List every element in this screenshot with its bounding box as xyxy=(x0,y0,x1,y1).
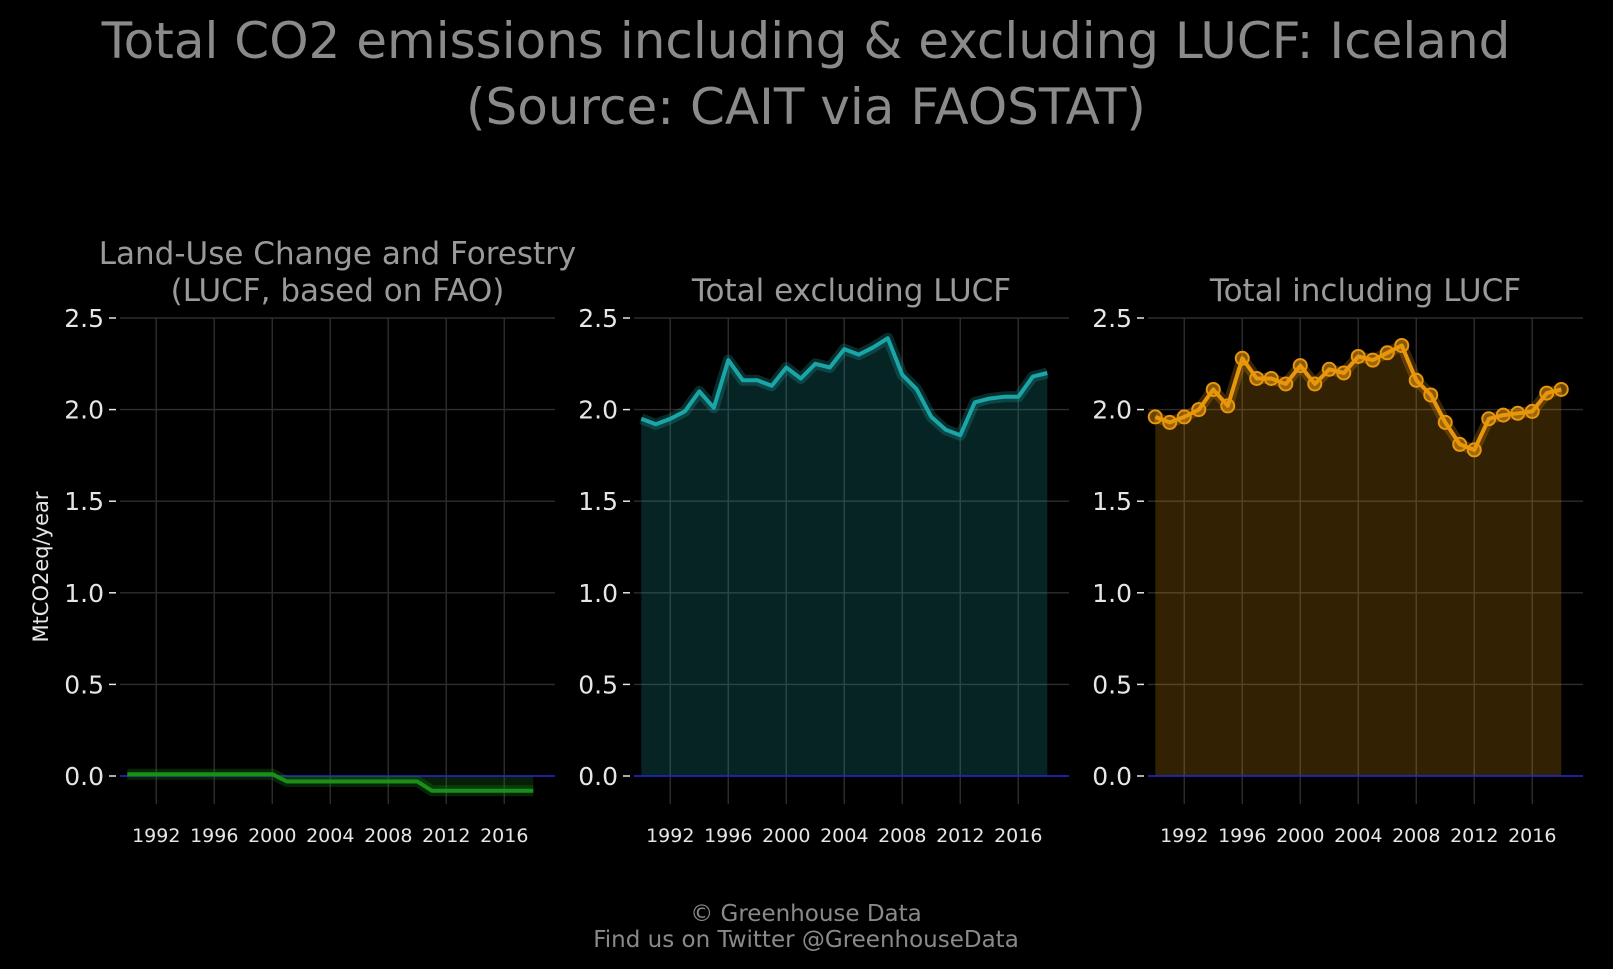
data-point xyxy=(1292,358,1308,374)
credit-line1: © Greenhouse Data xyxy=(690,901,922,927)
x-tick-label: 2012 xyxy=(936,825,984,847)
x-tick-label: 2000 xyxy=(248,825,296,847)
area-fill xyxy=(1155,345,1562,776)
data-point xyxy=(1379,345,1395,361)
data-point xyxy=(1263,370,1279,386)
data-point xyxy=(1234,350,1250,366)
y-tick-label: 0.5 xyxy=(578,670,618,699)
data-point xyxy=(1452,436,1468,452)
figure-title-line1: Total CO2 emissions including & excludin… xyxy=(101,12,1511,70)
x-tick-label: 2016 xyxy=(1508,825,1556,847)
data-point xyxy=(1336,365,1352,381)
credit-line2: Find us on Twitter @GreenhouseData xyxy=(593,927,1019,953)
series-line xyxy=(640,336,1048,438)
data-point xyxy=(1321,361,1337,377)
y-tick-label: 1.5 xyxy=(578,487,618,516)
x-tick-label: 1992 xyxy=(1160,825,1208,847)
y-tick-label: 2.5 xyxy=(578,304,618,333)
x-tick-label: 2004 xyxy=(820,825,868,847)
y-tick-label: 1.5 xyxy=(1092,487,1132,516)
data-point xyxy=(1220,398,1236,414)
x-tick-label: 2016 xyxy=(480,825,528,847)
y-axis-label: MtCO2eq/year xyxy=(29,491,53,642)
y-tick-label: 1.0 xyxy=(1092,579,1132,608)
data-point xyxy=(1307,376,1323,392)
subplot-title: Land-Use Change and Forestry xyxy=(99,236,577,272)
subplot-title: Total excluding LUCF xyxy=(691,273,1011,309)
data-point xyxy=(1481,411,1497,427)
data-point xyxy=(1147,409,1163,425)
data-point xyxy=(1510,405,1526,421)
area-fill xyxy=(641,338,1048,776)
data-point xyxy=(1466,442,1482,458)
panel-lucf: Land-Use Change and Forestry(LUCF, based… xyxy=(64,236,576,847)
x-tick-label: 1992 xyxy=(646,825,694,847)
data-point xyxy=(1553,381,1569,397)
data-point xyxy=(1162,414,1178,430)
y-tick-label: 0.0 xyxy=(578,762,618,791)
y-tick-label: 2.5 xyxy=(64,304,104,333)
y-tick-label: 0.0 xyxy=(1092,762,1132,791)
data-point xyxy=(1408,372,1424,388)
x-tick-label: 2004 xyxy=(1334,825,1382,847)
x-tick-label: 1996 xyxy=(704,825,752,847)
x-tick-label: 2012 xyxy=(422,825,470,847)
data-point xyxy=(1524,403,1540,419)
x-tick-label: 2012 xyxy=(1450,825,1498,847)
data-point xyxy=(1423,387,1439,403)
subplot-title: Total including LUCF xyxy=(1209,273,1521,309)
data-point xyxy=(1249,370,1265,386)
y-tick-label: 2.0 xyxy=(578,396,618,425)
data-point xyxy=(1205,381,1221,397)
x-tick-label: 2008 xyxy=(1392,825,1440,847)
y-tick-label: 0.5 xyxy=(1092,670,1132,699)
y-tick-label: 1.5 xyxy=(64,487,104,516)
x-tick-label: 2000 xyxy=(1276,825,1324,847)
x-tick-label: 2000 xyxy=(762,825,810,847)
data-point xyxy=(1350,348,1366,364)
y-tick-label: 1.0 xyxy=(64,579,104,608)
y-tick-label: 0.0 xyxy=(64,762,104,791)
subplot-title: (LUCF, based on FAO) xyxy=(171,273,505,309)
x-tick-label: 1996 xyxy=(190,825,238,847)
x-tick-label: 2008 xyxy=(364,825,412,847)
data-point xyxy=(1278,376,1294,392)
data-point xyxy=(1539,385,1555,401)
y-tick-label: 0.5 xyxy=(64,670,104,699)
panel-total-including-lucf: Total including LUCF 0.0 0.5 1.0 1.5 2.0 2.5 19… xyxy=(1092,273,1583,847)
y-tick-label: 2.0 xyxy=(1092,396,1132,425)
x-tick-label: 2008 xyxy=(878,825,926,847)
data-point xyxy=(1495,407,1511,423)
data-point xyxy=(1394,337,1410,353)
y-tick-label: 2.5 xyxy=(1092,304,1132,333)
data-point xyxy=(1191,402,1207,418)
x-tick-label: 1992 xyxy=(132,825,180,847)
data-point xyxy=(1437,414,1453,430)
series-line xyxy=(127,772,534,793)
data-point xyxy=(1365,352,1381,368)
x-tick-label: 2016 xyxy=(994,825,1042,847)
figure-title-line2: (Source: CAIT via FAOSTAT) xyxy=(466,78,1146,136)
y-tick-label: 1.0 xyxy=(578,579,618,608)
x-tick-label: 2004 xyxy=(306,825,354,847)
area-fill xyxy=(127,774,534,791)
y-tick-label: 2.0 xyxy=(64,396,104,425)
data-point xyxy=(1176,409,1192,425)
panel-total-excluding-lucf: Total excluding LUCF 0.0 0.5 1.0 1.5 2.0 2.5 19… xyxy=(578,273,1069,847)
x-tick-label: 1996 xyxy=(1218,825,1266,847)
